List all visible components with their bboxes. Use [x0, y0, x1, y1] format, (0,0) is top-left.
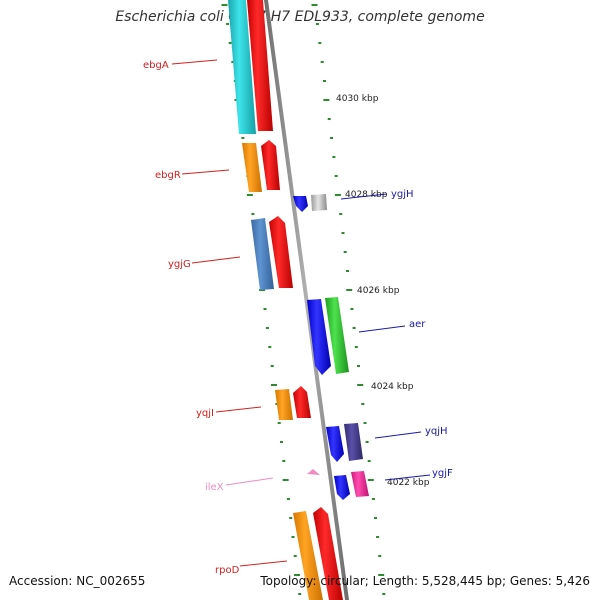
gene-ygjG[interactable] — [251, 216, 293, 290]
scale-label-4026: 4026 kbp — [357, 286, 400, 296]
gene-ebgA[interactable] — [228, 0, 273, 134]
gene-ebgR[interactable] — [242, 140, 280, 192]
gene-aer[interactable] — [307, 297, 349, 375]
leader-ileX — [225, 477, 274, 486]
scale-tick — [282, 479, 289, 481]
label-rpoD[interactable]: rpoD — [215, 565, 240, 576]
scale-tick — [289, 517, 293, 519]
label-ebgA[interactable]: ebgA — [143, 60, 169, 71]
scale-tick — [357, 384, 364, 386]
accession-label: Accession: NC_002655 — [9, 574, 146, 588]
label-ygjH[interactable]: ygjH — [391, 189, 414, 200]
scale-tick — [231, 61, 235, 63]
scale-tick — [374, 517, 377, 519]
scale-label-4024: 4024 kbp — [371, 382, 414, 392]
scale-tick — [378, 574, 385, 576]
scale-tick — [376, 536, 380, 538]
leader-ebgA — [171, 59, 218, 65]
scale-tick — [332, 156, 336, 158]
gene-ygjF[interactable] — [334, 471, 369, 500]
scale-tick — [294, 574, 300, 576]
scale-tick — [277, 422, 281, 424]
label-yqjH[interactable]: yqjH — [425, 426, 448, 437]
gene-rpoD[interactable] — [293, 507, 343, 600]
leader-yqjI — [215, 406, 262, 413]
scale-tick — [341, 232, 345, 234]
leader-ygjG — [191, 256, 241, 264]
genome-summary: Topology: circular; Length: 5,528,445 bp… — [260, 574, 590, 588]
label-ygjF[interactable]: ygjF — [432, 468, 453, 479]
scale-tick — [259, 289, 266, 291]
scale-tick — [291, 536, 295, 538]
genome-title: Escherichia coli O157:H7 EDL933, complet… — [115, 9, 485, 25]
inner-scale-ticks — [311, 4, 386, 595]
scale-tick — [339, 213, 343, 215]
scale-tick — [221, 4, 228, 6]
leader-ygjH — [340, 193, 388, 200]
scale-tick — [315, 23, 319, 25]
leader-rpoD — [239, 560, 288, 567]
scale-tick — [320, 61, 324, 63]
label-yqjI[interactable]: yqjI — [196, 408, 214, 419]
scale-label-4030: 4030 kbp — [336, 94, 379, 104]
scale-label-4022: 4022 kbp — [387, 478, 430, 488]
scale-tick — [280, 441, 283, 443]
scale-tick — [354, 346, 358, 348]
scale-tick — [382, 593, 386, 595]
scale-tick — [265, 327, 269, 329]
scale-tick — [298, 593, 302, 595]
leader-yqjH — [374, 431, 422, 439]
scale-tick — [352, 327, 356, 329]
label-aer[interactable]: aer — [409, 319, 426, 330]
scale-tick — [330, 137, 333, 139]
scale-tick — [311, 4, 318, 6]
scale-tick — [365, 441, 369, 443]
scale-tick — [246, 194, 253, 196]
scale-tick — [327, 118, 331, 120]
label-ileX[interactable]: ileX — [205, 482, 224, 493]
scale-tick — [282, 460, 286, 462]
leader-ebgR — [181, 169, 230, 175]
scale-tick — [270, 365, 274, 367]
label-ygjG[interactable]: ygjG — [168, 259, 191, 270]
scale-tick — [367, 479, 374, 481]
scale-tick — [323, 80, 326, 82]
genome-backbone — [264, 0, 349, 600]
scale-tick — [228, 42, 232, 44]
leader-ygjF — [384, 474, 431, 481]
scale-tick — [378, 555, 382, 557]
scale-tick — [286, 498, 290, 500]
scale-tick — [293, 555, 297, 557]
scale-tick — [371, 498, 375, 500]
scale-tick — [268, 346, 272, 348]
scale-tick — [363, 422, 367, 424]
scale-tick — [346, 270, 349, 272]
scale-tick — [367, 460, 371, 462]
gene-ygjH[interactable] — [293, 194, 327, 212]
scale-tick — [241, 137, 245, 139]
gene-ileX[interactable] — [307, 469, 320, 475]
scale-tick — [334, 175, 338, 177]
scale-tick — [334, 194, 341, 196]
scale-tick — [226, 23, 230, 25]
label-ebgR[interactable]: ebgR — [155, 170, 181, 181]
scale-tick — [251, 213, 255, 215]
scale-tick — [350, 308, 354, 310]
leader-aer — [358, 325, 406, 333]
scale-tick — [361, 403, 365, 405]
scale-tick — [323, 99, 330, 101]
scale-tick — [263, 308, 267, 310]
scale-tick — [343, 251, 347, 253]
scale-tick — [357, 365, 360, 367]
scale-label-4028: 4028 kbp — [345, 190, 388, 200]
scale-tick — [271, 384, 277, 386]
scale-tick — [318, 42, 322, 44]
scale-tick — [346, 289, 353, 291]
gene-yqjH[interactable] — [326, 423, 363, 462]
gene-yqjI[interactable] — [275, 386, 311, 420]
